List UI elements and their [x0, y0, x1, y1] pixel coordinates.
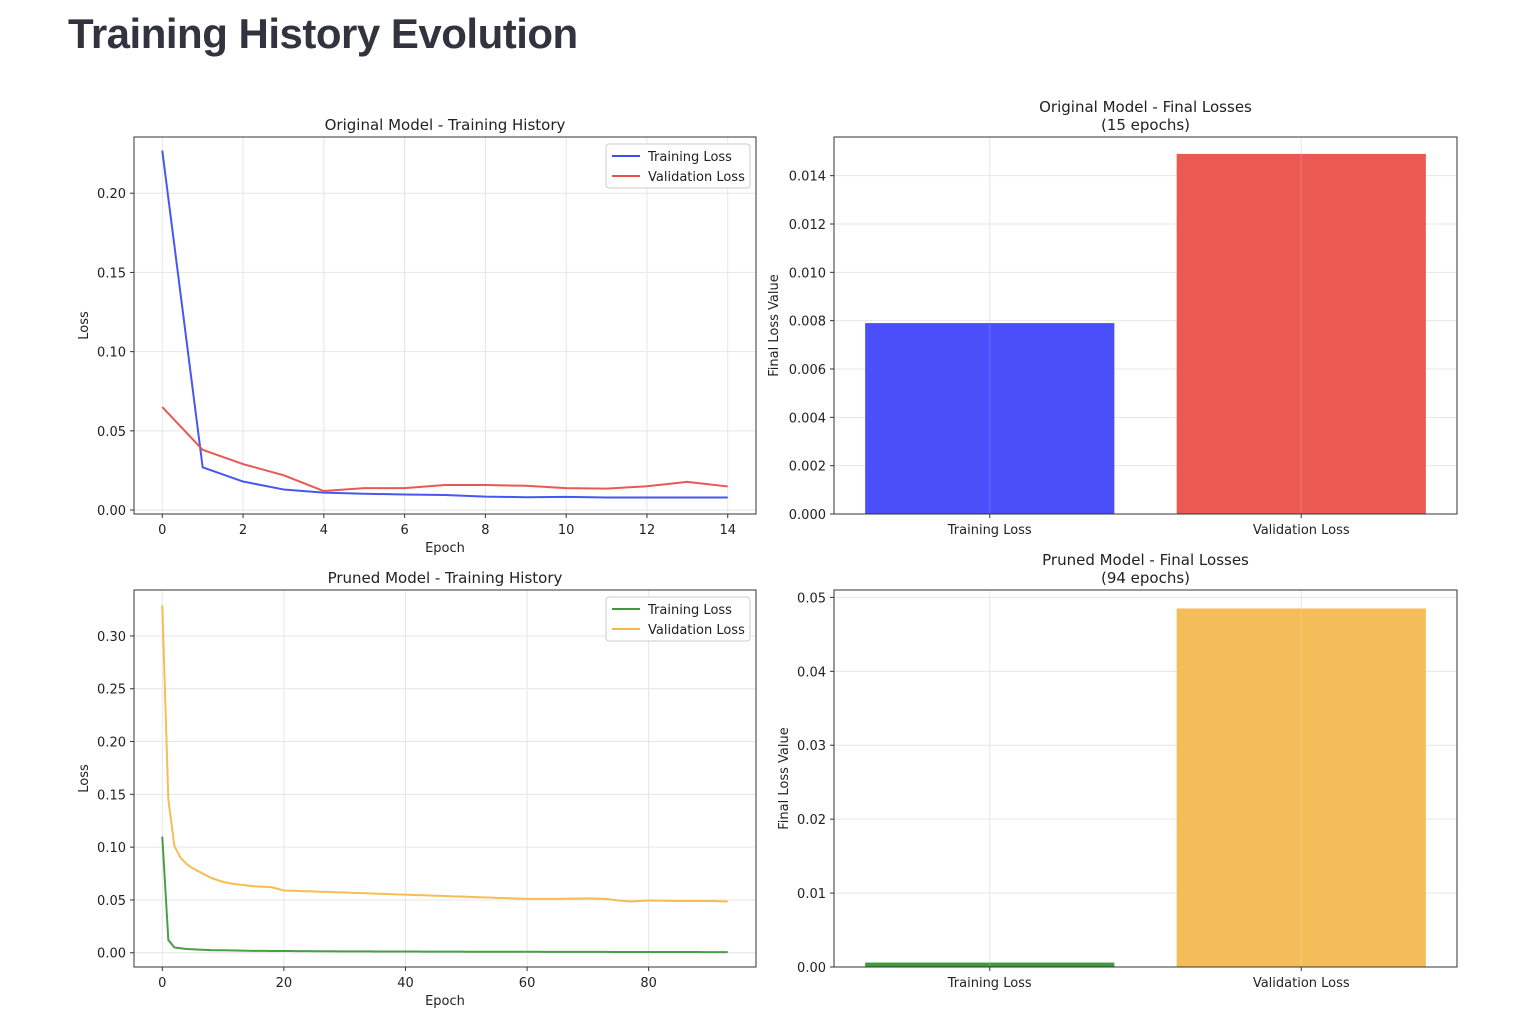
y-tick-label: 0.012: [789, 218, 826, 233]
y-tick-label: 0.10: [97, 841, 126, 856]
y-tick-label: 0.05: [97, 894, 126, 909]
series-line-1: [161, 836, 728, 954]
y-tick-label: 0.00: [97, 504, 126, 519]
axes-frame: [833, 136, 1458, 515]
y-tick-label: 0.15: [97, 266, 126, 281]
series-line-2: [161, 406, 728, 493]
y-tick-label: 0.05: [97, 425, 126, 440]
chart-subtitle: (94 epochs): [1101, 569, 1190, 587]
x-axis-label: Epoch: [425, 541, 465, 556]
x-tick-label: 20: [276, 976, 293, 991]
bar-2: [1176, 153, 1426, 514]
x-tick-label: 0: [158, 976, 166, 991]
chart-panel-3: Pruned Model - Training History 0 20 40 60 80…: [77, 569, 757, 1009]
plot-area: [134, 590, 756, 967]
x-tick-label: 4: [320, 523, 328, 538]
x-tick-label: 40: [397, 976, 414, 991]
y-axis-label: Loss: [77, 311, 92, 340]
y-tick-label: 0.04: [797, 665, 826, 680]
y-tick-label: 0.30: [97, 630, 126, 645]
axes-frame: [833, 589, 1458, 968]
y-tick-label: 0.006: [789, 363, 826, 378]
x-tick-label: 80: [640, 976, 657, 991]
y-tick-label: 0.20: [97, 187, 126, 202]
y-axis-label: Final Loss Value: [767, 274, 782, 376]
legend: Training Loss Validation Loss: [605, 143, 751, 189]
y-axis-label: Final Loss Value: [777, 727, 792, 829]
bar-1: [865, 962, 1115, 967]
y-tick-label: 0.20: [97, 736, 126, 751]
chart-panel-4: Pruned Model - Final Losses(94 epochs) Tr…: [777, 551, 1458, 991]
y-tick-label: 0.000: [789, 508, 826, 523]
y-tick-label: 0.00: [97, 947, 126, 962]
legend-label: Validation Loss: [648, 623, 745, 638]
y-tick-label: 0.00: [797, 961, 826, 976]
x-tick-label: 8: [481, 523, 489, 538]
y-tick-label: 0.002: [789, 460, 826, 475]
x-tick-label: 2: [239, 523, 247, 538]
y-tick-label: 0.014: [789, 170, 826, 185]
chart-title: Original Model - Final Losses: [1039, 98, 1252, 116]
bar-2: [1176, 608, 1426, 967]
chart-title: Pruned Model - Training History: [328, 569, 563, 587]
y-tick-label: 0.010: [789, 266, 826, 281]
x-tick-label: Training Loss: [947, 976, 1032, 991]
x-tick-label: 6: [400, 523, 408, 538]
legend-label: Training Loss: [647, 603, 732, 618]
y-tick-label: 0.01: [797, 887, 826, 902]
legend-label: Training Loss: [647, 150, 732, 165]
x-tick-label: 0: [158, 523, 166, 538]
series-line-2: [161, 605, 728, 903]
chart-panel-1: Original Model - Training History 0 2 4 6 8 10…: [77, 116, 757, 556]
legend-label: Validation Loss: [648, 170, 745, 185]
x-tick-label: Training Loss: [947, 523, 1032, 538]
legend-box: [605, 596, 751, 642]
x-tick-label: 10: [558, 523, 575, 538]
y-tick-label: 0.03: [797, 739, 826, 754]
chart-panel-2: Original Model - Final Losses(15 epochs)…: [767, 98, 1458, 538]
y-tick-label: 0.10: [97, 346, 126, 361]
axes-frame: [133, 136, 757, 515]
x-tick-label: 14: [719, 523, 736, 538]
x-tick-label: 60: [519, 976, 536, 991]
y-tick-label: 0.25: [97, 683, 126, 698]
chart-title: Original Model - Training History: [325, 116, 566, 134]
legend: Training Loss Validation Loss: [605, 596, 751, 642]
series-line-1: [161, 150, 728, 499]
plot-area: [134, 137, 756, 514]
y-tick-label: 0.004: [789, 411, 826, 426]
bar-1: [865, 323, 1115, 514]
y-axis-label: Loss: [77, 764, 92, 793]
y-tick-label: 0.008: [789, 315, 826, 330]
chart-subtitle: (15 epochs): [1101, 116, 1190, 134]
y-tick-label: 0.02: [797, 813, 826, 828]
x-tick-label: Validation Loss: [1253, 523, 1350, 538]
x-axis-label: Epoch: [425, 994, 465, 1009]
legend-box: [605, 143, 751, 189]
y-tick-label: 0.05: [797, 591, 826, 606]
y-tick-label: 0.15: [97, 788, 126, 803]
x-tick-label: Validation Loss: [1253, 976, 1350, 991]
chart-title: Pruned Model - Final Losses: [1042, 551, 1249, 569]
axes-frame: [133, 589, 757, 968]
page-title: Training History Evolution: [68, 10, 578, 57]
x-tick-label: 12: [639, 523, 656, 538]
